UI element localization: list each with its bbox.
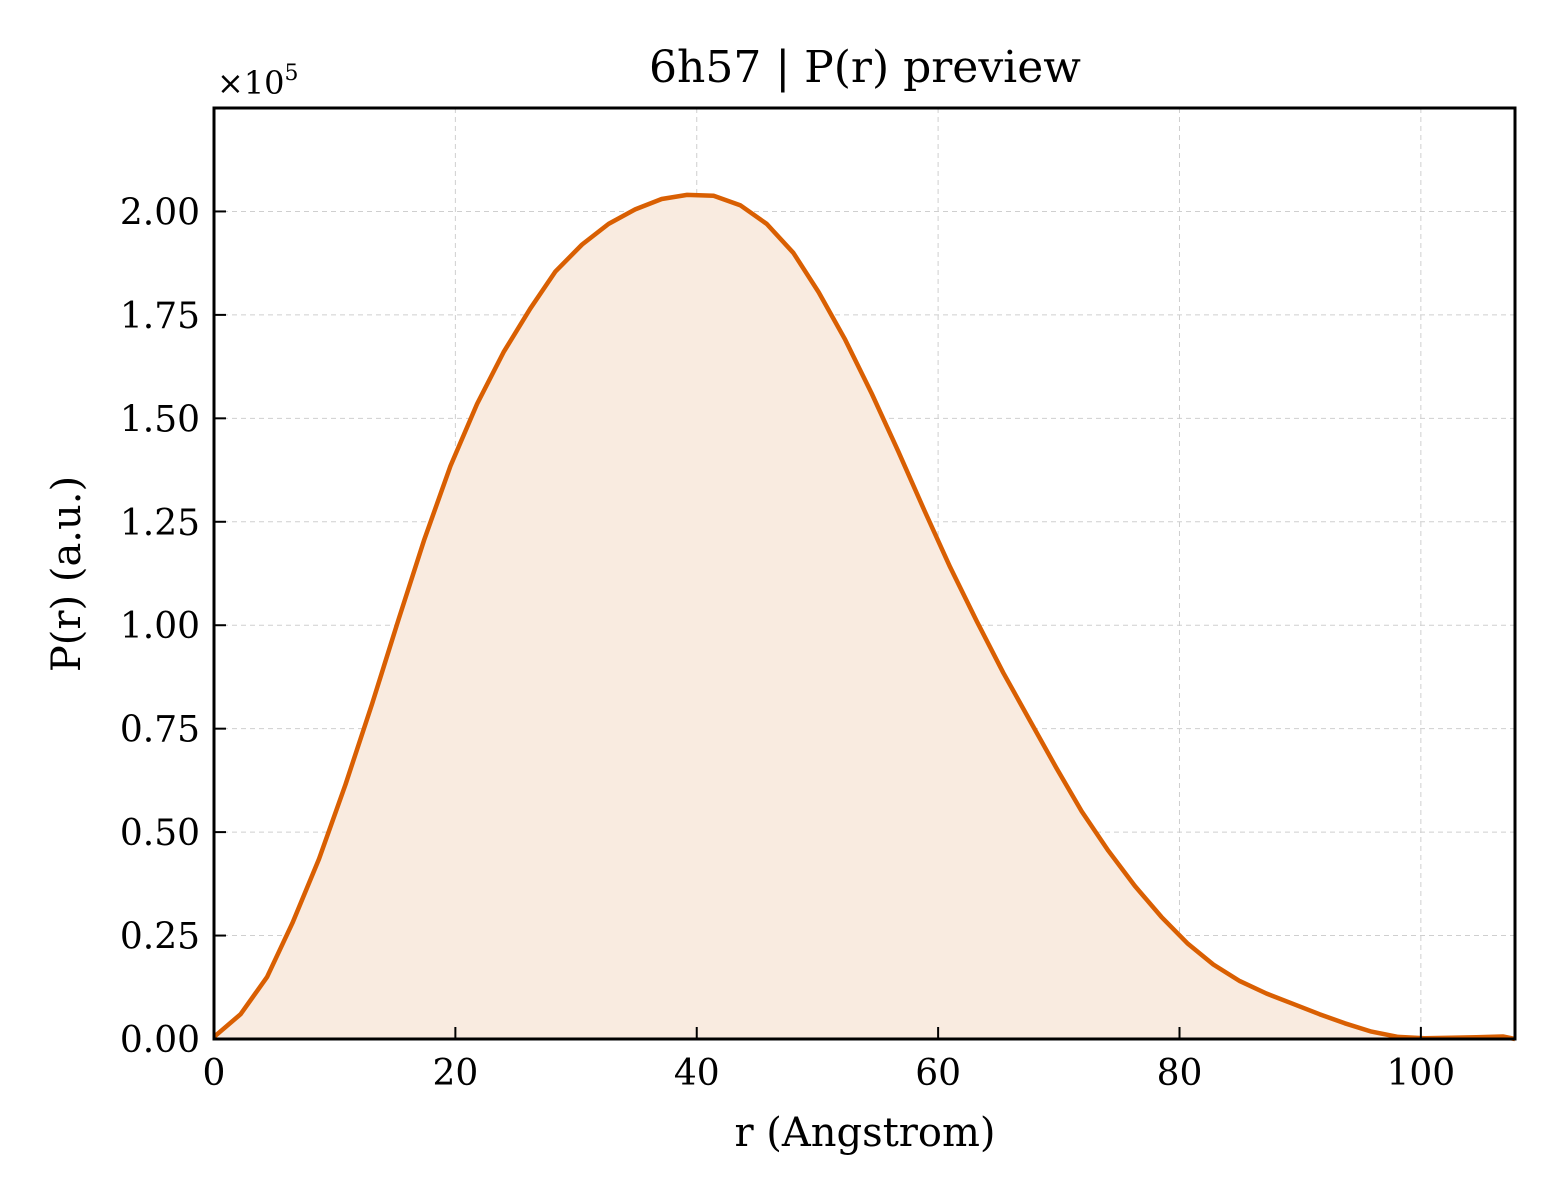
y-axis-multiplier: ×105 bbox=[217, 61, 299, 102]
y-tick-label: 1.50 bbox=[120, 399, 200, 440]
series-line bbox=[212, 192, 1516, 1042]
y-tick-label: 0.00 bbox=[120, 1020, 200, 1061]
x-axis-label: r (Angstrom) bbox=[734, 1110, 995, 1156]
x-tick-label: 20 bbox=[432, 1053, 478, 1094]
x-tick-label: 100 bbox=[1387, 1053, 1456, 1094]
y-axis-label: P(r) (a.u.) bbox=[44, 476, 90, 672]
x-tick-label: 40 bbox=[674, 1053, 720, 1094]
y-tick-label: 0.75 bbox=[120, 710, 200, 751]
x-tick-label: 0 bbox=[203, 1053, 226, 1094]
axes-layer: 0 20 40 60 80 100 0.00 0.25 0.50 0.75 1.00 1.25 1.50… bbox=[120, 106, 1517, 1094]
y-axis-multiplier-base: ×10 bbox=[217, 64, 285, 102]
y-tick-label: 0.25 bbox=[120, 917, 200, 958]
y-tick-label: 1.00 bbox=[120, 606, 200, 647]
x-tick-label: 60 bbox=[915, 1053, 961, 1094]
y-axis-multiplier-exponent: 5 bbox=[285, 61, 299, 86]
x-tick-label: 80 bbox=[1157, 1053, 1203, 1094]
data-layer bbox=[212, 192, 1516, 1042]
series-area-fill bbox=[214, 194, 1515, 1039]
y-tick-label: 1.75 bbox=[120, 296, 200, 337]
y-tick-label: 1.25 bbox=[120, 503, 200, 544]
plot-frame bbox=[212, 106, 1517, 1041]
y-tick-label: 0.50 bbox=[120, 813, 200, 854]
chart-title: 6h57 | P(r) preview bbox=[649, 42, 1081, 93]
y-tick-label: 2.00 bbox=[120, 192, 200, 233]
